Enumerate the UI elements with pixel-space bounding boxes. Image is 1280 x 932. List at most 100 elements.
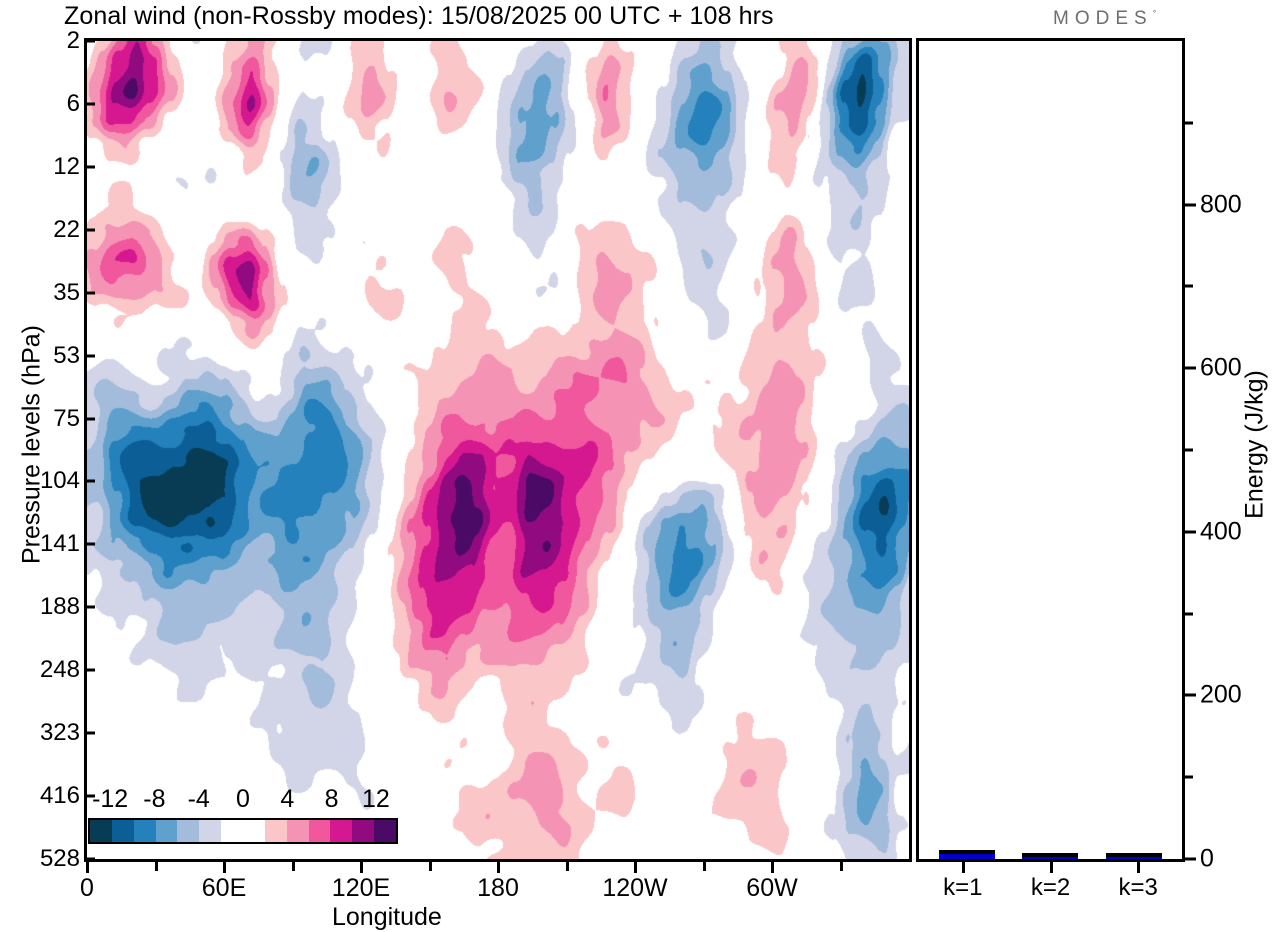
energy-category-label: k=2 — [1030, 874, 1071, 901]
colorbar-tick-label: 0 — [236, 785, 250, 813]
pressure-axis-labels: 2 6 12 22 35 53 75 104 141 188 248 323 416 528 — [0, 0, 80, 930]
contour-field-canvas — [87, 41, 909, 859]
colorbar-swatch — [90, 820, 112, 842]
colorbar-swatch — [155, 820, 178, 842]
longitude-tick-mark — [497, 862, 500, 873]
modes-logo: MODES° — [1053, 8, 1156, 30]
longitude-tick-label: 180 — [477, 874, 519, 902]
energy-tick-label: 0 — [1200, 844, 1214, 873]
energy-minor-tick — [1185, 775, 1193, 779]
pressure-tick-label: 141 — [39, 530, 80, 558]
pressure-tick-label: 53 — [53, 341, 80, 369]
longitude-minor-tick — [702, 862, 706, 871]
pressure-tick-mark — [84, 542, 95, 546]
longitude-tick-label: 60E — [201, 874, 247, 902]
energy-axis-title: Energy (J/kg) — [1240, 370, 1269, 519]
energy-tick-label: 400 — [1200, 517, 1242, 546]
longitude-tick-mark — [360, 862, 363, 873]
energy-minor-tick — [1185, 121, 1193, 125]
colorbar-tick-label: -4 — [187, 785, 210, 813]
colorbar-swatch — [352, 820, 375, 842]
energy-bar — [1022, 853, 1079, 859]
colorbar-tick-label: 12 — [361, 785, 390, 813]
energy-minor-tick — [1185, 612, 1193, 616]
energy-plot-panel — [916, 38, 1185, 862]
colorbar-tick-label: 8 — [324, 785, 339, 813]
colorbar-swatch — [374, 820, 397, 842]
colorbar-swatch — [243, 820, 265, 842]
energy-tick-mark — [1185, 203, 1196, 207]
pressure-axis-title: Pressure levels (hPa) — [17, 325, 46, 564]
pressure-tick-mark — [84, 668, 95, 672]
page-title: Zonal wind (non-Rossby modes): 15/08/202… — [64, 2, 774, 30]
energy-category-label: k=1 — [943, 874, 983, 901]
longitude-minor-tick — [291, 862, 295, 871]
longitude-tick-label: 120W — [602, 874, 668, 902]
pressure-tick-label: 104 — [39, 467, 80, 495]
colorbar-swatch — [199, 820, 222, 842]
energy-category-label: k=3 — [1118, 874, 1158, 901]
pressure-tick-label: 35 — [53, 278, 80, 306]
colorbar-tick-label: -12 — [92, 785, 129, 813]
colorbar-tick-label: -8 — [143, 785, 166, 813]
longitude-minor-tick — [428, 862, 432, 871]
energy-tick-mark — [1185, 693, 1196, 697]
longitude-tick-mark — [771, 862, 774, 873]
energy-minor-tick — [1185, 284, 1193, 288]
colorbar-swatch — [111, 820, 134, 842]
pressure-tick-mark — [84, 39, 95, 43]
modes-logo-mark: ° — [1152, 8, 1157, 19]
energy-tick-mark — [1185, 857, 1196, 861]
energy-bar — [938, 850, 995, 859]
pressure-tick-mark — [84, 794, 95, 798]
pressure-tick-mark — [84, 228, 95, 232]
longitude-minor-tick — [839, 862, 843, 871]
longitude-tick-mark — [634, 862, 637, 873]
pressure-tick-mark — [84, 479, 95, 483]
longitude-axis-title: Longitude — [332, 903, 442, 931]
modes-logo-text: MODES — [1053, 8, 1153, 29]
pressure-tick-label: 22 — [53, 215, 80, 243]
pressure-tick-label: 323 — [39, 719, 80, 747]
pressure-tick-label: 12 — [53, 152, 80, 180]
colorbar-swatch — [221, 820, 244, 842]
pressure-tick-mark — [84, 605, 95, 609]
colorbar-swatch — [264, 820, 287, 842]
pressure-tick-mark — [84, 165, 95, 169]
energy-tick-label: 800 — [1200, 190, 1242, 219]
colorbar-swatch — [177, 820, 200, 842]
pressure-tick-mark — [84, 731, 95, 735]
pressure-tick-label: 2 — [66, 27, 80, 54]
energy-tick-mark — [1185, 366, 1196, 370]
longitude-tick-mark — [223, 862, 226, 873]
energy-category-tick — [1137, 862, 1141, 873]
pressure-tick-mark — [84, 291, 95, 295]
longitude-tick-mark — [86, 862, 89, 873]
longitude-minor-tick — [154, 862, 158, 871]
pressure-tick-label: 6 — [66, 89, 80, 117]
colorbar — [88, 818, 398, 844]
longitude-minor-tick — [565, 862, 569, 871]
contour-plot-panel — [84, 38, 912, 862]
pressure-tick-label: 75 — [53, 404, 80, 432]
pressure-tick-label: 528 — [39, 845, 80, 872]
pressure-tick-mark — [84, 857, 95, 861]
pressure-tick-mark — [84, 417, 95, 421]
colorbar-tick-label: 4 — [280, 785, 295, 813]
energy-bars — [919, 41, 1182, 859]
colorbar-swatch — [330, 820, 353, 842]
pressure-tick-mark — [84, 102, 95, 106]
energy-category-tick — [961, 862, 965, 873]
energy-minor-tick — [1185, 448, 1193, 452]
colorbar-swatch — [133, 820, 156, 842]
pressure-tick-label: 188 — [39, 593, 80, 621]
energy-tick-label: 200 — [1200, 680, 1242, 709]
longitude-tick-label: 120E — [331, 874, 391, 902]
pressure-tick-mark — [84, 354, 95, 358]
colorbar-swatch — [286, 820, 309, 842]
longitude-tick-label: 60W — [746, 874, 798, 902]
energy-tick-mark — [1185, 530, 1196, 534]
colorbar-swatch — [308, 820, 331, 842]
energy-bar — [1106, 853, 1163, 859]
